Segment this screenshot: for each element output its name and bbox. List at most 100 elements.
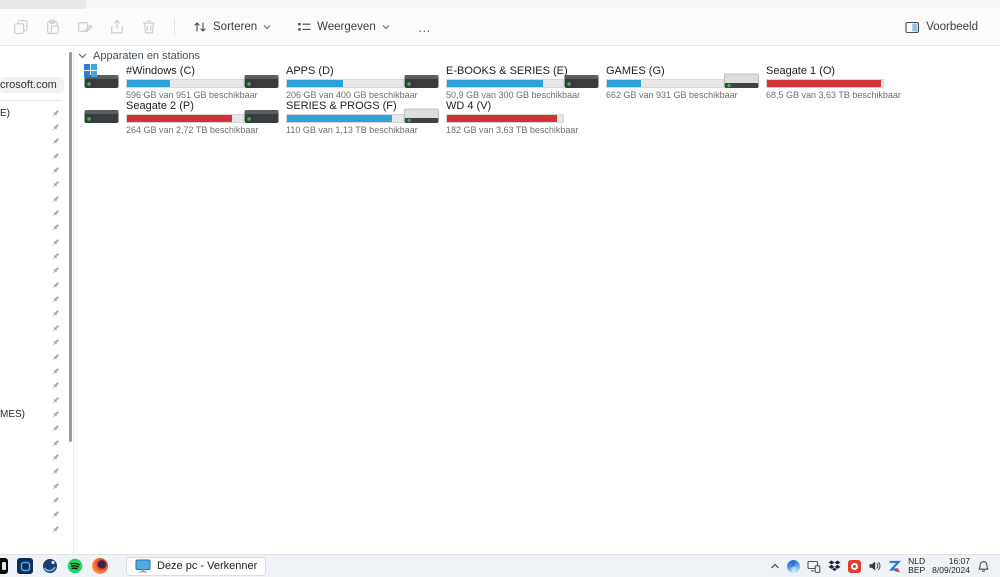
sort-button[interactable]: Sorteren	[185, 16, 279, 38]
drive-name: SERIES & PROGS (F)	[286, 100, 397, 112]
system-tray: NLD BEP 16:07 8/09/2024	[770, 557, 1000, 575]
sidebar-pinned-item[interactable]: E)	[0, 106, 64, 120]
drive-tile[interactable]: E-BOOKS & SERIES (E) 50,9 GB van 300 GB …	[404, 64, 580, 100]
notification-bell-icon[interactable]	[977, 560, 990, 573]
drive-capacity-bar	[126, 114, 244, 123]
drive-capacity-fill	[447, 80, 543, 87]
sidebar-pinned-item[interactable]	[0, 336, 64, 350]
preview-button[interactable]: Voorbeeld	[897, 17, 986, 38]
pin-icon	[52, 310, 59, 317]
drive-name: GAMES (G)	[606, 65, 665, 77]
drive-free-space-label: 596 GB van 951 GB beschikbaar	[126, 90, 258, 100]
drive-capacity-bar	[126, 79, 244, 88]
volume-icon[interactable]	[868, 560, 881, 572]
recording-app-icon[interactable]	[848, 559, 862, 573]
drive-tile[interactable]: APPS (D) 206 GB van 400 GB beschikbaar	[244, 64, 418, 100]
share-icon	[111, 19, 123, 34]
sidebar-pinned-item[interactable]	[0, 508, 64, 522]
drive-tile[interactable]: GAMES (G) 662 GB van 931 GB beschikbaar	[564, 64, 738, 100]
view-button[interactable]: Weergeven	[289, 16, 398, 38]
pin-icon	[52, 167, 59, 174]
sidebar-pinned-item[interactable]	[0, 149, 64, 163]
sidebar-pinned-item[interactable]	[0, 307, 64, 321]
drive-free-space-label: 206 GB van 400 GB beschikbaar	[286, 90, 418, 100]
language-indicator[interactable]: NLD BEP	[908, 557, 925, 575]
paste-button[interactable]	[40, 14, 66, 40]
group-header-devices[interactable]: Apparaten en stations	[78, 50, 200, 62]
chat-app-icon[interactable]	[17, 558, 33, 574]
pin-icon	[52, 468, 59, 475]
copy-button[interactable]	[8, 14, 34, 40]
sidebar-pinned-item[interactable]	[0, 264, 64, 278]
sidebar-pinned-item[interactable]	[0, 321, 64, 335]
pin-icon	[52, 296, 59, 303]
sidebar-pinned-item[interactable]	[0, 422, 64, 436]
clock[interactable]: 16:07 8/09/2024	[932, 557, 970, 575]
delete-button[interactable]	[136, 14, 162, 40]
sidebar-pinned-item[interactable]	[0, 479, 64, 493]
pin-icon	[52, 138, 59, 145]
sidebar-pinned-item[interactable]	[0, 393, 64, 407]
sidebar-pinned-item[interactable]	[0, 221, 64, 235]
pin-icon	[52, 282, 59, 289]
sidebar-pinned-item[interactable]	[0, 135, 64, 149]
phone-link-icon[interactable]	[807, 560, 821, 573]
drive-name: Seagate 2 (P)	[126, 100, 194, 112]
cloud-sync-icon[interactable]	[787, 559, 801, 573]
pin-icon	[52, 382, 59, 389]
drive-name: APPS (D)	[286, 65, 334, 77]
sidebar-pinned-item[interactable]	[0, 350, 64, 364]
drive-tile[interactable]: Seagate 1 (O) 68,5 GB van 3,63 TB beschi…	[724, 64, 901, 100]
sidebar-pinned-item[interactable]	[0, 436, 64, 450]
group-header-label: Apparaten en stations	[93, 50, 201, 62]
drive-tile[interactable]: Seagate 2 (P) 264 GB van 2,72 TB beschik…	[84, 99, 258, 135]
dropbox-icon[interactable]	[828, 560, 841, 572]
drive-icon	[724, 65, 761, 95]
sidebar-pinned-item[interactable]	[0, 192, 64, 206]
view-icon	[298, 23, 311, 31]
sidebar-scrollbar[interactable]	[69, 52, 72, 442]
spotify-icon[interactable]	[67, 558, 83, 574]
sidebar-pinned-item[interactable]	[0, 364, 64, 378]
drive-tile[interactable]: WD 4 (V) 182 GB van 3,63 TB beschikbaar	[404, 99, 578, 135]
drive-capacity-fill	[287, 80, 343, 87]
pin-icon	[52, 267, 59, 274]
sidebar-pinned-item[interactable]	[0, 493, 64, 507]
sidebar-pinned-item[interactable]: MES)	[0, 407, 64, 421]
sidebar-pinned-item[interactable]	[0, 120, 64, 134]
sidebar-item-account[interactable]: crosoft.com	[0, 77, 64, 93]
sidebar-pinned-item[interactable]	[0, 450, 64, 464]
sidebar-pinned-item[interactable]	[0, 206, 64, 220]
account-item-label: crosoft.com	[0, 79, 57, 91]
sidebar-pinned-item[interactable]	[0, 292, 64, 306]
chevron-down-icon	[382, 25, 390, 30]
globe-app-icon[interactable]	[42, 558, 58, 574]
drive-free-space-label: 68,5 GB van 3,63 TB beschikbaar	[766, 90, 901, 100]
rename-button[interactable]	[72, 14, 98, 40]
pin-icon	[52, 368, 59, 375]
sidebar-pinned-item[interactable]	[0, 249, 64, 263]
drive-tile[interactable]: #Windows (C) 596 GB van 951 GB beschikba…	[84, 64, 258, 100]
drive-name: E-BOOKS & SERIES (E)	[446, 65, 568, 77]
explorer-task-button[interactable]: Deze pc - Verkenner	[126, 556, 267, 576]
drive-icon	[84, 100, 121, 130]
preview-pane-icon	[905, 21, 920, 33]
share-button[interactable]	[104, 14, 130, 40]
taskbar: Deze pc - Verkenner NLD BEP 16:07	[0, 554, 1000, 577]
drive-tile[interactable]: SERIES & PROGS (F) 110 GB van 1,13 TB be…	[244, 99, 418, 135]
sidebar-pinned-item[interactable]	[0, 178, 64, 192]
more-options-button[interactable]: …	[408, 18, 442, 37]
paste-icon	[47, 19, 59, 34]
toolbar-separator	[174, 18, 175, 36]
sidebar-pinned-item[interactable]	[0, 522, 64, 536]
cut-off-app-icon[interactable]	[0, 558, 8, 574]
z-app-icon[interactable]	[888, 560, 902, 573]
sidebar-pinned-item[interactable]	[0, 379, 64, 393]
chevron-up-icon[interactable]	[770, 563, 780, 570]
pin-icon	[52, 181, 59, 188]
sidebar-pinned-item[interactable]	[0, 278, 64, 292]
sidebar-pinned-item[interactable]	[0, 163, 64, 177]
sidebar-pinned-item[interactable]	[0, 465, 64, 479]
firefox-icon[interactable]	[92, 558, 108, 574]
sidebar-pinned-item[interactable]	[0, 235, 64, 249]
